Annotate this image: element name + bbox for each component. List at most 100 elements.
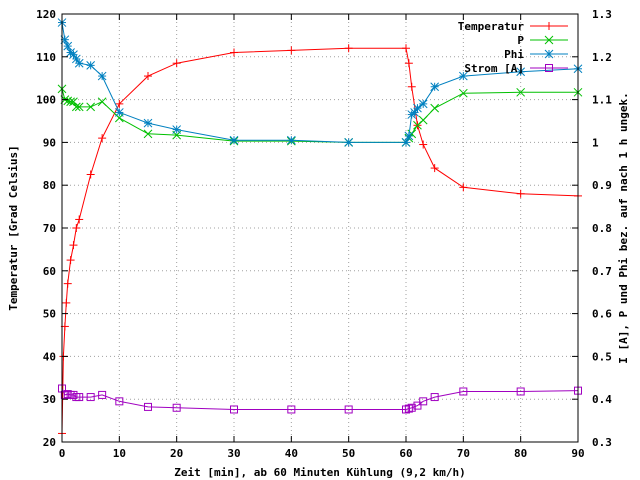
y-tick-label: 30: [43, 393, 56, 406]
y-axis-label: Temperatur [Grad Celsius]: [7, 145, 20, 311]
data-point: [114, 108, 124, 117]
data-point: [430, 103, 440, 113]
data-point: [60, 390, 69, 399]
legend-label: Temperatur: [458, 20, 525, 33]
legend-marker: [544, 35, 554, 45]
data-point: [72, 224, 81, 232]
legend-marker: [545, 64, 553, 72]
data-point: [63, 390, 72, 399]
data-point: [75, 215, 84, 224]
data-point: [418, 99, 428, 109]
y-tick-label: 80: [43, 179, 56, 192]
x-tick-label: 20: [170, 447, 183, 460]
y-tick-label: 20: [43, 436, 56, 449]
y2-tick-label: 0.7: [592, 265, 612, 278]
data-point: [419, 140, 428, 149]
series-line: [61, 88, 578, 143]
data-point: [63, 96, 73, 106]
x-tick-label: 50: [342, 447, 355, 460]
data-point: [402, 44, 410, 53]
series-layer: [57, 18, 583, 438]
series-2: [57, 18, 583, 147]
data-point: [287, 405, 296, 414]
data-point: [172, 403, 181, 412]
y-tick-label: 120: [36, 8, 56, 21]
data-point: [458, 71, 468, 81]
data-point: [407, 82, 416, 91]
data-point: [69, 390, 78, 399]
data-point: [516, 189, 525, 198]
plot-frame: [61, 13, 579, 443]
data-point: [144, 72, 152, 81]
y2-tick-label: 0.9: [592, 179, 612, 192]
data-point: [144, 402, 152, 411]
data-point: [344, 44, 353, 53]
x-tick-label: 80: [514, 447, 527, 460]
data-point: [404, 131, 414, 141]
x-tick-label: 60: [399, 447, 412, 460]
legend-label: Strom [A]: [464, 62, 524, 75]
data-point: [75, 393, 84, 402]
data-point: [62, 298, 71, 307]
data-point: [115, 397, 124, 406]
data-point: [97, 71, 107, 81]
data-point: [413, 103, 422, 113]
data-point: [418, 115, 428, 125]
y-tick-label: 40: [43, 350, 56, 363]
data-point: [98, 134, 107, 143]
data-point: [71, 102, 81, 112]
data-point: [98, 390, 107, 399]
y-tick-label: 50: [43, 308, 56, 321]
x-axis-label: Zeit [min], ab 60 Minuten Kühlung (9,2 k…: [174, 466, 465, 479]
data-point: [143, 118, 153, 128]
legend-marker: [544, 49, 554, 59]
legend-label: P: [517, 34, 524, 47]
series-3: [58, 384, 582, 414]
grid-lines: [62, 14, 578, 442]
x-tick-label: 90: [571, 447, 584, 460]
data-point: [172, 125, 182, 134]
y-tick-label: 60: [43, 265, 56, 278]
data-point: [66, 256, 75, 265]
series-1: [57, 84, 583, 147]
y-tick-label: 70: [43, 222, 56, 235]
data-point: [172, 59, 181, 68]
y2-tick-label: 0.5: [592, 350, 612, 363]
y2-tick-label: 0.3: [592, 436, 612, 449]
x-tick-label: 70: [457, 447, 470, 460]
x-tick-label: 10: [113, 447, 126, 460]
data-point: [74, 58, 84, 68]
data-point: [459, 387, 468, 396]
y2-tick-label: 1.3: [592, 8, 612, 21]
data-point: [74, 102, 84, 112]
data-point: [430, 164, 439, 173]
data-point: [402, 405, 410, 414]
data-point: [407, 403, 416, 412]
data-point: [86, 61, 96, 70]
y2-tick-label: 1: [592, 136, 599, 149]
y-tick-label: 90: [43, 136, 56, 149]
data-point: [413, 401, 422, 410]
legend-label: Phi: [504, 48, 524, 61]
data-point: [516, 387, 525, 396]
series-0: [58, 44, 582, 438]
y-tick-label: 110: [36, 51, 56, 64]
data-point: [86, 170, 95, 179]
x-tick-label: 30: [227, 447, 240, 460]
y2-axis-label: I [A], P und Phi bez. auf nach 1 h ungek…: [617, 92, 630, 364]
data-point: [69, 241, 78, 250]
data-point: [230, 405, 238, 414]
y-tick-label: 100: [36, 94, 56, 107]
data-point: [459, 183, 468, 192]
series-line: [61, 388, 579, 410]
data-point: [63, 279, 72, 288]
data-point: [430, 82, 440, 92]
data-point: [115, 99, 124, 108]
data-point: [344, 138, 354, 147]
data-point: [516, 67, 526, 77]
tick-labels: 0 10 20 30 40 50 60 70 80 90203040506070809010011…: [36, 8, 612, 460]
data-point: [404, 404, 413, 413]
